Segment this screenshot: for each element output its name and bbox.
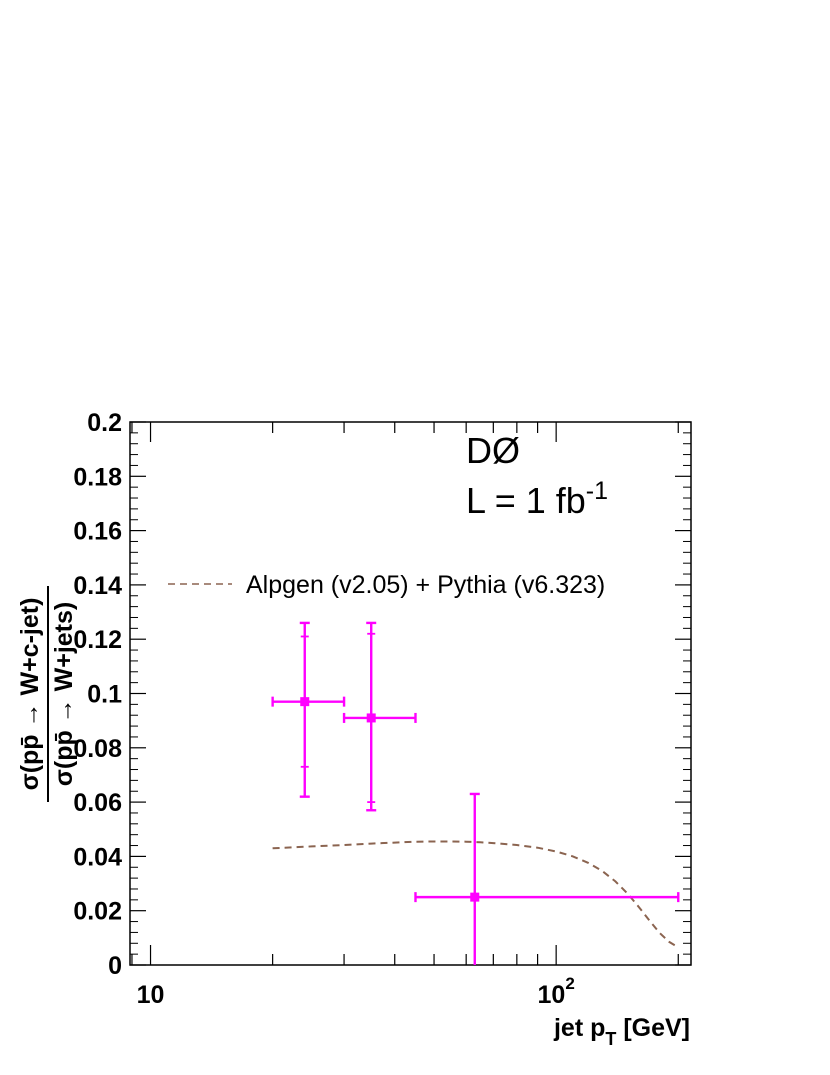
luminosity-exponent: -1 bbox=[586, 477, 608, 505]
annotation-experiment: DØ bbox=[466, 430, 520, 471]
x-tick-label-exponent: 2 bbox=[565, 974, 574, 993]
y-tick-label: 0 bbox=[108, 952, 122, 980]
mc-prediction-curve bbox=[272, 840, 679, 949]
mc-prediction-layer bbox=[272, 840, 679, 949]
y-axis: 0 0.02 0.04 0.06 0.08 0.1 0.12 0.14 0.16 0.18 0.2 bbox=[73, 409, 691, 980]
y-tick-label: 0.02 bbox=[73, 898, 122, 926]
y-tick-label: 0.18 bbox=[73, 463, 122, 491]
y-tick-label: 0.12 bbox=[73, 626, 122, 654]
y-axis-title-numerator: σ(pp̄ → W+c-jet) bbox=[16, 598, 44, 791]
data-point bbox=[414, 792, 680, 965]
y-tick-label: 0.14 bbox=[73, 572, 122, 600]
legend-label-mc: Alpgen (v2.05) + Pythia (v6.323) bbox=[246, 571, 605, 599]
y-tick-label: 0.08 bbox=[73, 735, 122, 763]
y-tick-label: 0.2 bbox=[87, 409, 122, 437]
x-axis-title-subscript: T bbox=[605, 1029, 616, 1049]
y-tick-label: 0.16 bbox=[73, 518, 122, 546]
y-tick-label: 0.06 bbox=[73, 789, 122, 817]
data-points-layer bbox=[271, 621, 680, 965]
y-axis-title-denominator: σ(pp̄ → W+jets) bbox=[50, 602, 78, 786]
luminosity-text: L = 1 fb bbox=[466, 480, 586, 521]
y-tick-label: 0.04 bbox=[73, 843, 122, 871]
x-axis: 10 102 bbox=[131, 422, 679, 1009]
x-tick-label: 102 bbox=[538, 974, 575, 1009]
data-marker bbox=[300, 697, 310, 707]
x-tick-label: 10 bbox=[137, 981, 165, 1009]
data-marker bbox=[366, 713, 376, 723]
x-axis-title-main: jet p bbox=[553, 1014, 605, 1042]
x-axis-title-unit: [GeV] bbox=[616, 1014, 690, 1042]
data-point bbox=[271, 621, 346, 798]
x-tick-label-base: 10 bbox=[137, 981, 165, 1009]
y-axis-title: σ(pp̄ → W+c-jet) σ(pp̄ → W+jets) bbox=[16, 586, 78, 802]
data-point bbox=[342, 621, 417, 812]
legend: Alpgen (v2.05) + Pythia (v6.323) bbox=[168, 571, 605, 599]
x-tick-label-base: 10 bbox=[538, 981, 566, 1009]
x-axis-title: jet pT [GeV] bbox=[553, 1014, 690, 1049]
y-tick-label: 0.1 bbox=[87, 681, 122, 709]
annotation-luminosity: L = 1 fb-1 bbox=[466, 477, 608, 521]
data-marker bbox=[470, 892, 480, 902]
